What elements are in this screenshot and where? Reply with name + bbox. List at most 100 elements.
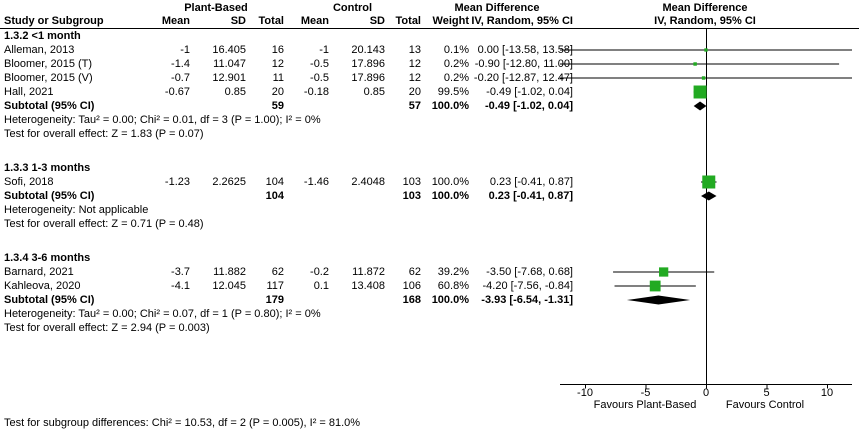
cell-name: Bloomer, 2015 (T) [4,58,93,70]
cell-total2: 12 [408,58,421,70]
cell-name: Hall, 2021 [4,86,54,98]
axis-tick-label: 0 [702,387,710,399]
subgroup-title-row: 1.3.3 1-3 months [0,161,859,175]
cell-total2: 62 [408,266,421,278]
cell-sd1: 2.2625 [212,176,246,188]
cell-ci_text: -3.50 [-7.68, 0.68] [486,266,573,278]
cell-name: Subtotal (95% CI) [4,294,95,306]
cell-sd1: 16.405 [212,44,246,56]
cell-name: Sofi, 2018 [4,176,54,188]
subgroup-section: 1.3.3 1-3 months Sofi, 2018 -1.23 2.2625 104… [0,161,859,231]
ci-column-header: IV, Random, 95% CI [471,15,573,27]
overall-effect-line: Test for overall effect: Z = 2.94 (P = 0… [0,321,859,335]
cell-sd1: 11.882 [213,266,246,278]
header-spacer [0,2,148,15]
cell-ci_text: -3.93 [-6.54, -1.31] [481,294,573,306]
cell-mean2: -0.2 [310,266,329,278]
total2-column-header: Total [395,15,421,27]
cell-mean2: -0.5 [310,72,329,84]
cell-mean1: -4.1 [171,280,190,292]
heterogeneity-line: Heterogeneity: Not applicable [0,203,859,217]
control-group-header: Control [332,2,373,14]
study-column-header: Study or Subgroup [4,15,104,27]
subgroup-title-row: 1.3.2 <1 month [0,29,859,43]
cell-mean2: -0.5 [310,58,329,70]
cell-name: Bloomer, 2015 (V) [4,72,93,84]
cell-mean1: -1.4 [171,58,190,70]
overall-effect-line-text: Test for overall effect: Z = 2.94 (P = 0… [4,322,210,334]
total1-column-header: Total [258,15,284,27]
axis-tick-label: -5 [640,387,651,399]
cell-total2: 57 [408,100,421,112]
cell-sd2: 17.896 [351,58,385,70]
cell-weight: 0.2% [443,58,469,70]
weight-column-header: Weight [432,15,469,27]
cell-sd2: 17.896 [351,72,385,84]
cell-mean2 [284,99,329,113]
subgroup-differences-test: Test for subgroup differences: Chi² = 10… [4,417,361,429]
cell-ci_text: 0.23 [-0.41, 0.87] [489,176,573,188]
overall-effect-line-text: Test for overall effect: Z = 0.71 (P = 0… [4,218,204,230]
heterogeneity-line-text: Heterogeneity: Not applicable [4,204,149,216]
mean2-column-header: Mean [300,15,329,27]
overall-effect-line-text: Test for overall effect: Z = 1.83 (P = 0… [4,128,204,140]
cell-weight: 0.2% [443,72,469,84]
cell-total1: 179 [265,294,284,306]
cell-sd2 [329,99,385,113]
cell-ci_text: -0.49 [-1.02, 0.04] [486,86,573,98]
cell-sd1: 12.045 [212,280,246,292]
plant-based-group-header: Plant-Based [184,2,248,14]
cell-weight: 100.0% [431,294,469,306]
cell-mean1: -0.7 [171,72,190,84]
cell-mean2 [284,293,329,307]
plot-method-header: IV, Random, 95% CI [654,15,756,27]
cell-mean2: -0.18 [303,86,329,98]
header-rule [0,28,859,29]
cell-ci_text: 0.00 [-13.58, 13.58] [477,44,573,56]
cell-name: Subtotal (95% CI) [4,100,95,112]
cell-sd2: 13.408 [351,280,385,292]
cell-mean1 [148,189,190,203]
cell-sd1 [190,293,246,307]
overall-effect-line: Test for overall effect: Z = 0.71 (P = 0… [0,217,859,231]
cell-ci_text: -0.49 [-1.02, 0.04] [484,100,573,112]
table-body: 1.3.2 <1 month Alleman, 2013 -1 16.405 16 -1 2… [0,29,859,335]
cell-weight: 100.0% [431,190,469,202]
group-header-row: Plant-Based Control Mean Difference [0,2,859,15]
axis-tick-label: -10 [577,387,593,399]
cell-total2: 13 [408,44,421,56]
study-row: Bloomer, 2015 (V) -0.7 12.901 11 -0.5 17.896 1… [0,71,859,85]
subgroup-title: 1.3.3 1-3 months [4,162,91,174]
study-row: Sofi, 2018 -1.23 2.2625 104 -1.46 2.4048 103 10… [0,175,859,189]
cell-sd1: 12.901 [212,72,246,84]
cell-mean2 [284,189,329,203]
favours-left-label: Favours Plant-Based [593,399,697,411]
cell-mean1: -0.67 [164,86,190,98]
study-row: Bloomer, 2015 (T) -1.4 11.047 12 -0.5 17.896 1… [0,57,859,71]
cell-mean2: -1 [319,44,329,56]
heterogeneity-line-text: Heterogeneity: Tau² = 0.00; Chi² = 0.07,… [4,308,321,320]
subtotal-row: Subtotal (95% CI) 59 57 100.0% -0.49 [-1.02,… [0,99,859,113]
cell-sd1 [190,99,246,113]
cell-sd2: 2.4048 [351,176,385,188]
cell-sd1: 0.85 [224,86,246,98]
axis-tick-label: 5 [763,387,770,399]
subgroup-title: 1.3.4 3-6 months [4,252,91,264]
cell-weight: 60.8% [437,280,469,292]
subgroup-section: 1.3.2 <1 month Alleman, 2013 -1 16.405 16 -1 2… [0,29,859,141]
cell-sd1 [190,189,246,203]
cell-total1: 59 [271,100,284,112]
subgroup-title-row: 1.3.4 3-6 months [0,251,859,265]
cell-total1: 62 [271,266,284,278]
cell-mean1 [148,293,190,307]
cell-weight: 39.2% [437,266,469,278]
sd1-column-header: SD [230,15,246,27]
cell-name: Subtotal (95% CI) [4,190,95,202]
heterogeneity-line: Heterogeneity: Tau² = 0.00; Chi² = 0.01,… [0,113,859,127]
cell-weight: 100.0% [431,176,469,188]
subgroup-title: 1.3.2 <1 month [4,30,81,42]
cell-total1: 104 [265,190,284,202]
cell-total2: 12 [408,72,421,84]
cell-mean1: -1.23 [164,176,190,188]
axis-tick-label: 10 [820,387,834,399]
